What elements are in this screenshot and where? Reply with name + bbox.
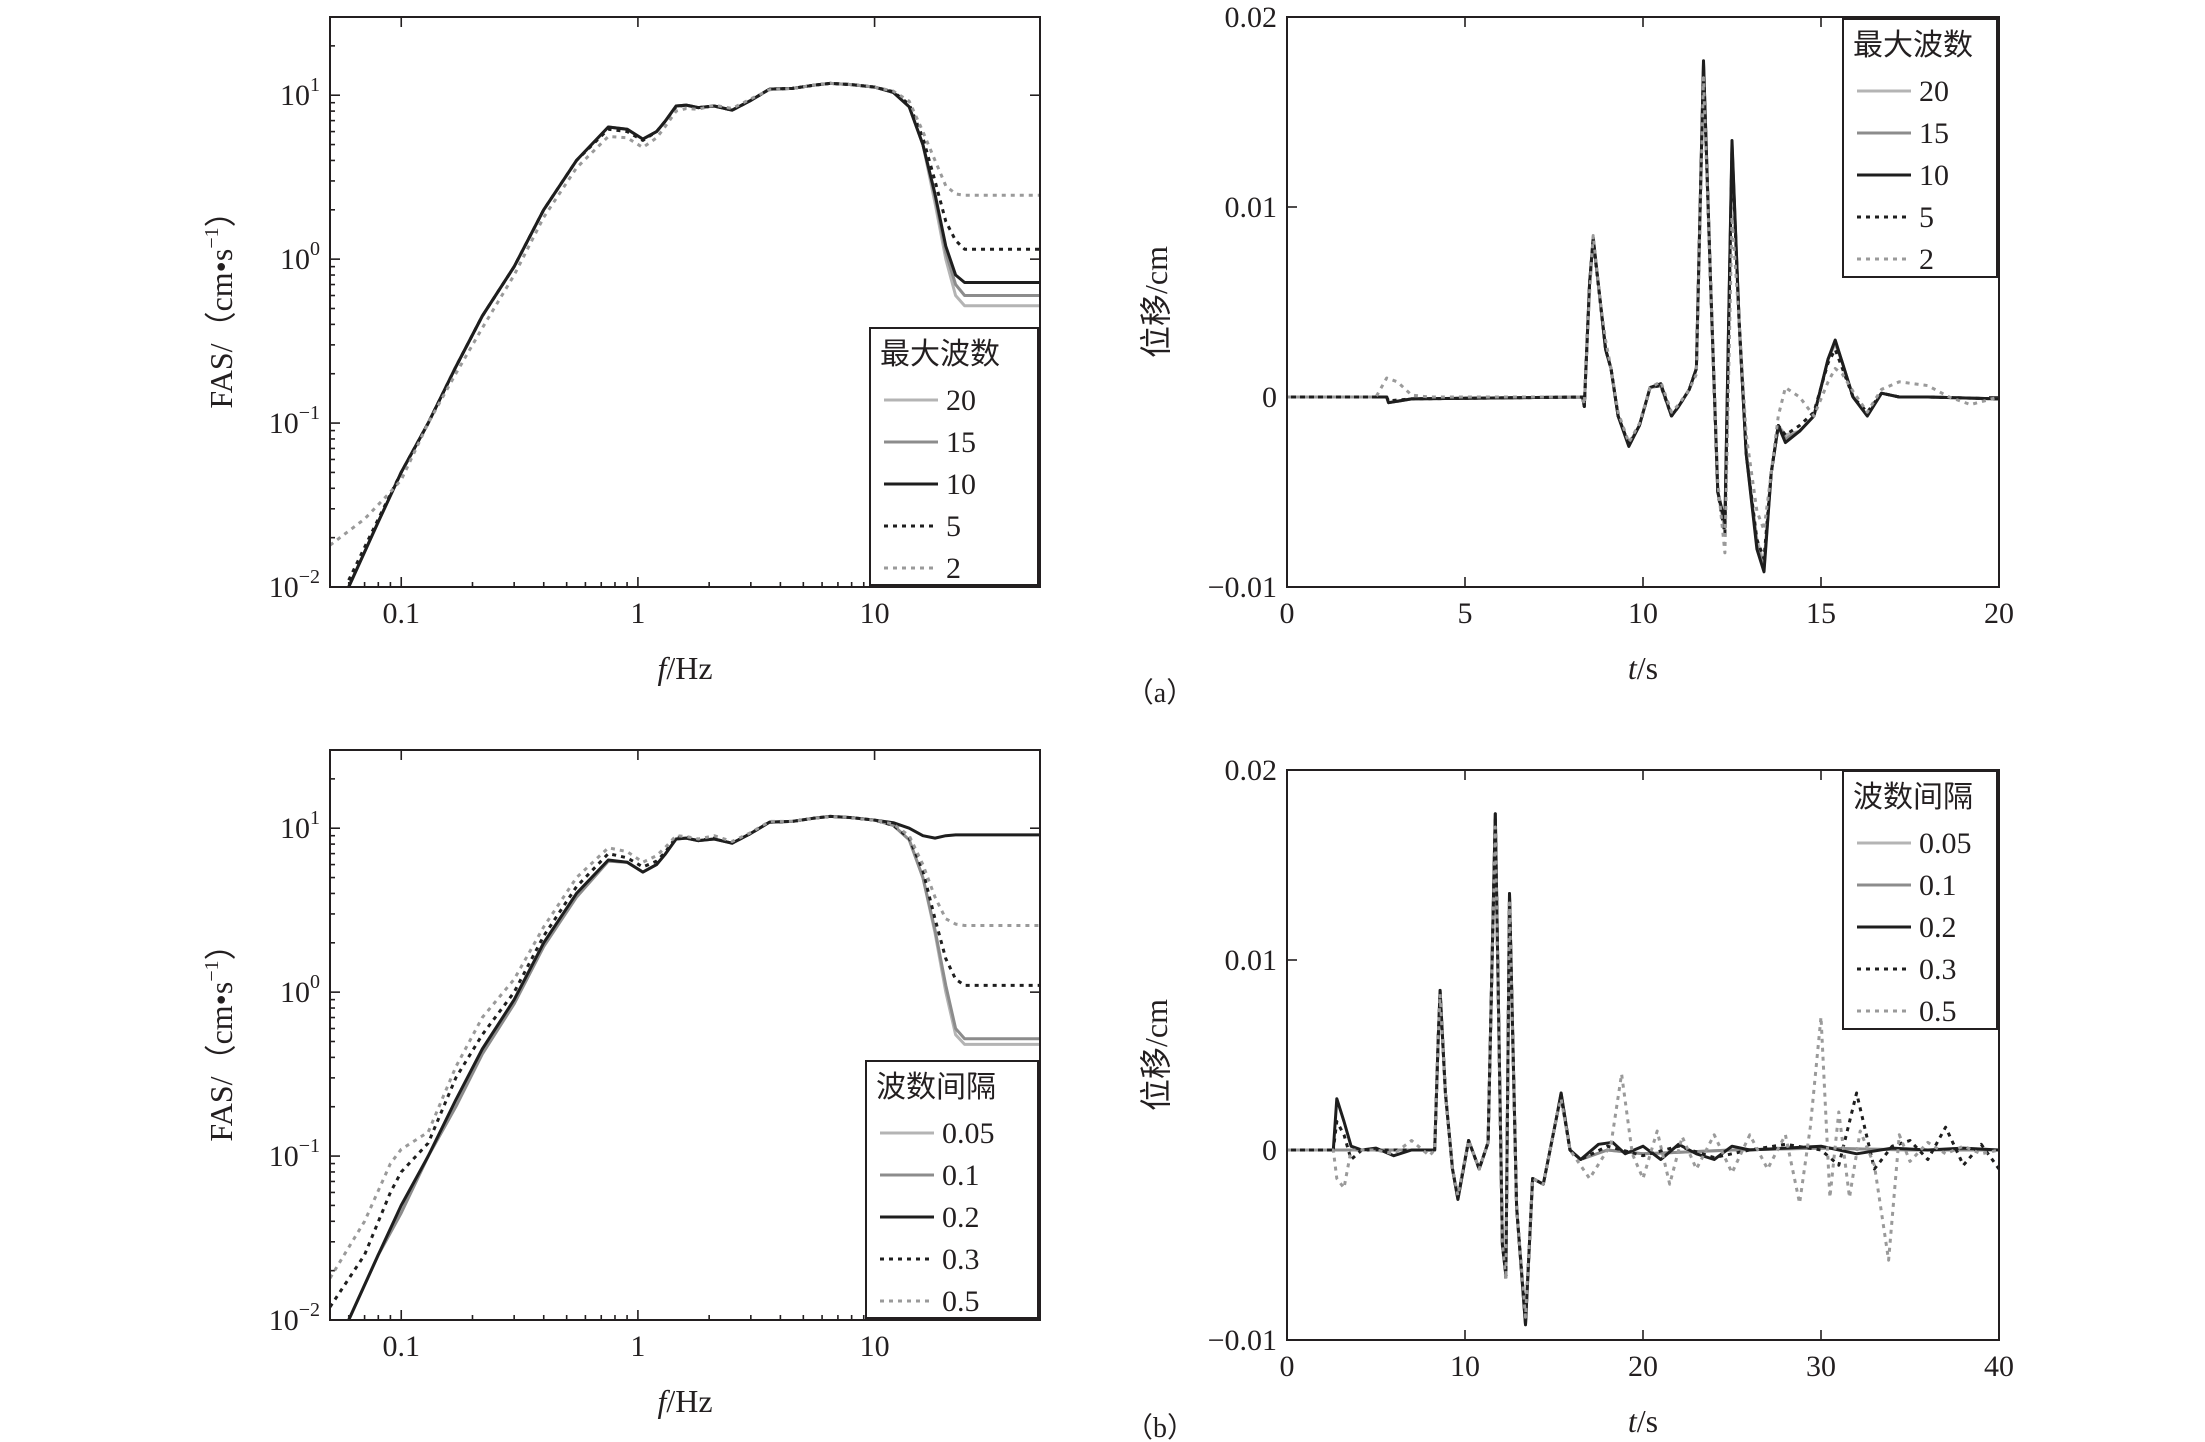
legend: 最大波数 20 15 10 5 2 xyxy=(869,327,1039,586)
legend-label-0.2: 0.2 xyxy=(1919,911,1957,944)
chart-a-displacement: 0 5 10 15 20−0.0100.010.02t/s位移/cm最大波数201510… xyxy=(1138,1,2014,686)
legend-title: 最大波数 xyxy=(1853,29,1973,62)
x-tick-label: 0 xyxy=(1280,597,1295,630)
x-tick-label: 1 xyxy=(630,1330,645,1363)
x-tick-label: 0.1 xyxy=(382,597,420,630)
series-line-0.5 xyxy=(330,814,1040,1279)
y-tick-label: −0.01 xyxy=(1208,1324,1277,1357)
x-tick-label: 10 xyxy=(1450,1350,1480,1383)
legend-label-20: 20 xyxy=(946,384,976,417)
legend-label-10: 10 xyxy=(1919,159,1949,192)
legend-label-0.1: 0.1 xyxy=(1919,869,1957,902)
legend-label-0.5: 0.5 xyxy=(1919,995,1957,1028)
y-axis-label: 位移/cm xyxy=(1138,246,1174,358)
x-axis-label: t/s xyxy=(1628,650,1658,686)
panel-label-a: （a） xyxy=(1126,677,1194,709)
y-tick-label: 100 xyxy=(280,971,320,1009)
chart-a-fas: 0.1 1 10 10−2 10−1 100 101 f/Hz FAS/（cm•s−1） 最大波数… xyxy=(201,16,1041,686)
x-tick-label: 20 xyxy=(1984,597,2014,630)
legend-title: 波数间隔 xyxy=(1853,781,1973,814)
legend-label-5: 5 xyxy=(1919,201,1934,234)
y-tick-label: 100 xyxy=(280,238,320,276)
legend-label-0.3: 0.3 xyxy=(942,1243,980,1276)
legend-box xyxy=(1842,18,1998,278)
panel-label-b: （b） xyxy=(1125,1412,1195,1442)
y-tick-label: 101 xyxy=(280,74,320,112)
plot-frame xyxy=(1286,16,2000,588)
legend-box xyxy=(869,327,1039,586)
legend-label-2: 2 xyxy=(1919,243,1934,276)
legend-label-0.3: 0.3 xyxy=(1919,953,1957,986)
x-tick-label: 15 xyxy=(1806,597,1836,630)
x-axis-label: f/Hz xyxy=(657,1383,712,1419)
y-axis-label: FAS/（cm•s−1） xyxy=(201,928,239,1141)
legend-label-0.05: 0.05 xyxy=(942,1117,995,1150)
y-tick-label: 0.02 xyxy=(1225,754,1278,787)
plot-frame xyxy=(329,16,1041,588)
y-tick-label: 101 xyxy=(280,807,320,845)
y-tick-label: 10−1 xyxy=(269,402,320,440)
y-tick-label: 0.02 xyxy=(1225,1,1278,34)
legend-label-10: 10 xyxy=(946,468,976,501)
series-line-2 xyxy=(1287,76,1999,555)
y-axis-label: FAS/（cm•s−1） xyxy=(201,195,239,408)
legend-box xyxy=(1842,770,1998,1030)
legend-label-0.1: 0.1 xyxy=(942,1159,980,1192)
legend-label-0.05: 0.05 xyxy=(1919,827,1972,860)
plot-frame xyxy=(1286,769,2000,1341)
x-tick-label: 10 xyxy=(860,1330,890,1363)
legend-label-2: 2 xyxy=(946,552,961,585)
y-tick-label: 10−2 xyxy=(269,1299,320,1337)
legend: 波数间隔 0.05 0.1 0.2 0.3 0.5 xyxy=(1842,770,1998,1030)
x-axis-label: t/s xyxy=(1628,1403,1658,1439)
x-tick-label: 1 xyxy=(630,597,645,630)
y-tick-label: 10−1 xyxy=(269,1135,320,1173)
y-tick-label: 10−2 xyxy=(269,566,320,604)
y-axis-label: 位移/cm xyxy=(1138,999,1174,1111)
legend: 波数间隔 0.05 0.1 0.2 0.3 0.5 xyxy=(865,1060,1039,1319)
x-tick-label: 0.1 xyxy=(382,1330,420,1363)
series-line-5 xyxy=(347,81,1040,581)
legend-title: 波数间隔 xyxy=(876,1071,996,1104)
series-line-2 xyxy=(330,81,1040,547)
x-tick-label: 0 xyxy=(1280,1350,1295,1383)
series-line-0.2 xyxy=(1287,812,1999,1327)
legend-title: 最大波数 xyxy=(880,338,1000,371)
legend-label-0.2: 0.2 xyxy=(942,1201,980,1234)
chart-b-displacement: 0 10 20 30 40−0.0100.010.02t/s位移/cm波数间隔0.050… xyxy=(1138,754,2014,1439)
legend-label-20: 20 xyxy=(1919,75,1949,108)
y-tick-label: 0 xyxy=(1262,1134,1277,1167)
x-axis-label: f/Hz xyxy=(657,650,712,686)
x-tick-label: 20 xyxy=(1628,1350,1658,1383)
y-tick-label: −0.01 xyxy=(1208,571,1277,604)
plot-frame xyxy=(329,749,1041,1321)
legend-label-15: 15 xyxy=(1919,117,1949,150)
x-tick-label: 10 xyxy=(860,597,890,630)
x-tick-label: 40 xyxy=(1984,1350,2014,1383)
series-line-0.3 xyxy=(330,814,1040,1308)
x-tick-label: 10 xyxy=(1628,597,1658,630)
legend-label-0.5: 0.5 xyxy=(942,1285,980,1318)
chart-b-fas: 0.1 1 10 10−2 10−1 100 101 f/Hz FAS/（cm•s−1） 波数间隔… xyxy=(201,749,1041,1419)
legend-label-5: 5 xyxy=(946,510,961,543)
y-tick-label: 0 xyxy=(1262,381,1277,414)
x-tick-label: 5 xyxy=(1458,597,1473,630)
y-tick-label: 0.01 xyxy=(1225,191,1278,224)
legend-label-15: 15 xyxy=(946,426,976,459)
x-tick-label: 30 xyxy=(1806,1350,1836,1383)
legend-box xyxy=(865,1060,1039,1319)
series-line-0.5 xyxy=(1287,825,1999,1319)
y-tick-label: 0.01 xyxy=(1225,944,1278,977)
legend: 最大波数 20 15 10 5 2 xyxy=(1842,18,1998,278)
